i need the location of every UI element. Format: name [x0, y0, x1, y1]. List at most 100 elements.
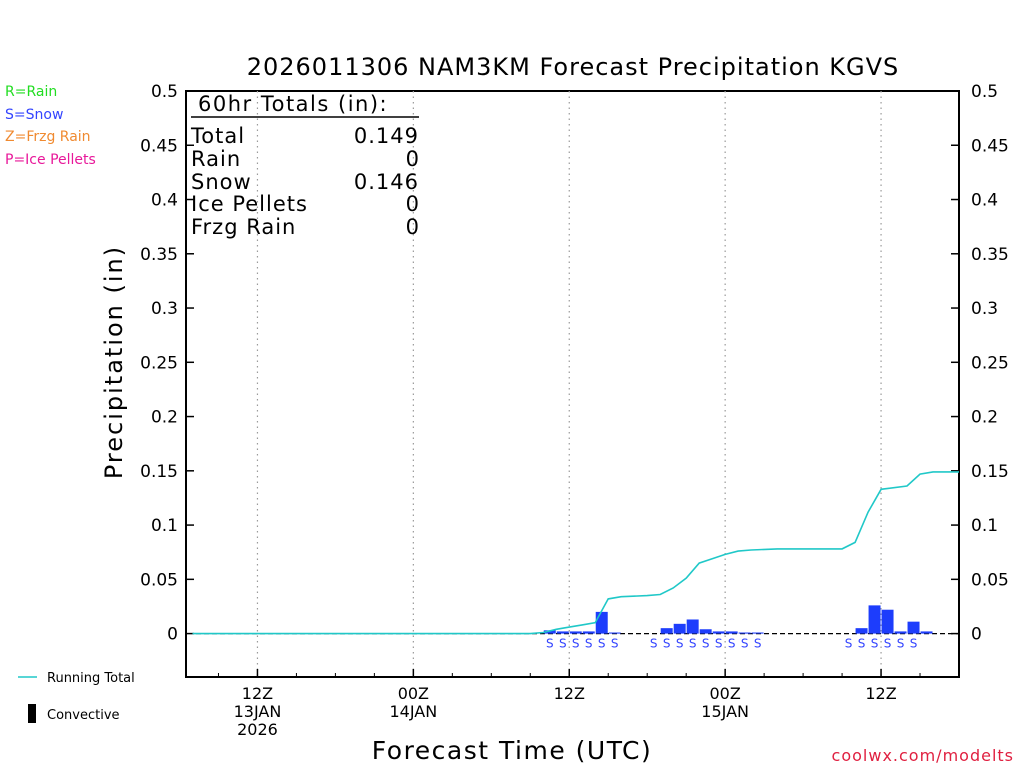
snow-type-marker: S [546, 637, 554, 651]
legend-ice-pellets: P=Ice Pellets [5, 152, 96, 168]
snow-type-marker: S [559, 637, 567, 651]
precip-type-legend: R=Rain S=Snow Z=Frzg Rain P=Ice Pellets [5, 84, 96, 168]
y-tick-label-right: 0.15 [971, 462, 1009, 482]
running-total-line [193, 472, 960, 634]
convective-legend-label: Convective [47, 708, 120, 723]
y-tick-label-left: 0 [167, 625, 178, 645]
x-tick-label: 12Z [865, 684, 896, 703]
precip-bar [583, 631, 595, 633]
vertical-grid [257, 91, 881, 677]
snow-type-marker: S [611, 637, 619, 651]
x-tick-label: 00Z [398, 684, 429, 703]
precip-bar [908, 622, 920, 634]
y-tick-label-left: 0.4 [151, 191, 178, 211]
snow-type-marker: S [702, 637, 710, 651]
totals-label-rain: Rain [191, 147, 241, 171]
snow-type-marker: S [572, 637, 580, 651]
y-tick-label-right: 0.1 [971, 516, 998, 536]
snow-type-marker: S [741, 637, 749, 651]
convective-swatch [28, 704, 36, 723]
precip-bar [557, 631, 569, 633]
legend-frzg-rain: Z=Frzg Rain [5, 129, 91, 145]
y-tick-label-right: 0.45 [971, 136, 1009, 156]
totals-label-total: Total [190, 124, 245, 148]
x-tick-label: 00Z [709, 684, 740, 703]
snow-type-marker: S [845, 637, 853, 651]
precip-bar [882, 610, 894, 634]
y-tick-label-right: 0 [971, 625, 982, 645]
y-tick-label-right: 0.2 [971, 408, 998, 428]
precip-bar [700, 629, 712, 633]
y-tick-label-left: 0.45 [140, 136, 178, 156]
totals-value-total: 0.149 [354, 124, 419, 148]
snow-type-marker: S [598, 637, 606, 651]
snow-type-marker: S [728, 637, 736, 651]
series-legend: Running Total Convective [18, 671, 135, 723]
x-tick-label: 15JAN [701, 702, 749, 721]
x-tick-label: 13JAN [234, 702, 282, 721]
y-tick-label-left: 0.2 [151, 408, 178, 428]
y-tick-label-left: 0.25 [140, 353, 178, 373]
y-tick-label-left: 0.05 [140, 570, 178, 590]
snow-type-marker: S [585, 637, 593, 651]
y-tick-label-right: 0.5 [971, 82, 998, 102]
y-tick-label-left: 0.35 [140, 245, 178, 265]
precip-bar [921, 631, 933, 633]
precip-bar [674, 624, 686, 634]
x-tick-label: 12Z [242, 684, 273, 703]
snow-type-marker: S [871, 637, 879, 651]
totals-heading: 60hr Totals (in): [198, 92, 388, 116]
snow-type-marker: S [689, 637, 697, 651]
snow-type-marker: S [715, 637, 723, 651]
y-tick-label-left: 0.1 [151, 516, 178, 536]
legend-snow: S=Snow [5, 107, 63, 123]
x-tick-label: 14JAN [389, 702, 437, 721]
precip-bar [596, 612, 608, 634]
snow-type-marker: S [910, 637, 918, 651]
totals-value-frzg-rain: 0 [406, 215, 419, 239]
snow-type-marker: S [676, 637, 684, 651]
y-axis-label: Precipitation (in) [100, 245, 128, 479]
running-total-legend-label: Running Total [47, 671, 135, 686]
precip-bar [687, 619, 699, 633]
precip-bar [895, 631, 907, 633]
y-tick-label-left: 0.3 [151, 299, 178, 319]
totals-box: 60hr Totals (in): Total 0.149 Rain 0 Sno… [190, 92, 419, 239]
legend-rain: R=Rain [5, 84, 57, 100]
snow-type-marker: S [754, 637, 762, 651]
snow-type-marker: S [897, 637, 905, 651]
x-axis-label: Forecast Time (UTC) [372, 736, 652, 765]
precip-bar [609, 633, 621, 634]
snow-type-marker: S [884, 637, 892, 651]
precip-bar [856, 628, 868, 633]
y-axis-ticks: 0 00.05 0.050.1 0.10.15 0.150.2 0.20.25 0.250.… [140, 82, 1009, 645]
y-tick-label-right: 0.35 [971, 245, 1009, 265]
x-tick-label: 2026 [237, 720, 278, 739]
x-tick-label: 12Z [554, 684, 585, 703]
snow-type-marker: S [858, 637, 866, 651]
credit-text: coolwx.com/modelts [832, 746, 1014, 765]
precip-bar [726, 631, 738, 633]
precip-bar [713, 631, 725, 633]
totals-value-ice-pellets: 0 [406, 192, 419, 216]
totals-label-ice-pellets: Ice Pellets [191, 192, 308, 216]
totals-value-rain: 0 [406, 147, 419, 171]
precip-bar [570, 631, 582, 633]
precip-bar [661, 628, 673, 633]
y-tick-label-left: 0.15 [140, 462, 178, 482]
totals-label-frzg-rain: Frzg Rain [191, 215, 296, 239]
precip-bar [869, 605, 881, 633]
totals-value-snow: 0.146 [354, 170, 419, 194]
y-tick-label-left: 0.5 [151, 82, 178, 102]
chart-title: 2026011306 NAM3KM Forecast Precipitation… [247, 53, 900, 81]
precip-bar [739, 633, 751, 634]
snow-type-marker: S [663, 637, 671, 651]
y-tick-label-right: 0.4 [971, 191, 998, 211]
y-tick-label-right: 0.05 [971, 570, 1009, 590]
precip-bar [752, 633, 764, 634]
plot-frame [186, 91, 959, 677]
y-tick-label-right: 0.25 [971, 353, 1009, 373]
precipitation-chart: 2026011306 NAM3KM Forecast Precipitation… [0, 0, 1024, 768]
